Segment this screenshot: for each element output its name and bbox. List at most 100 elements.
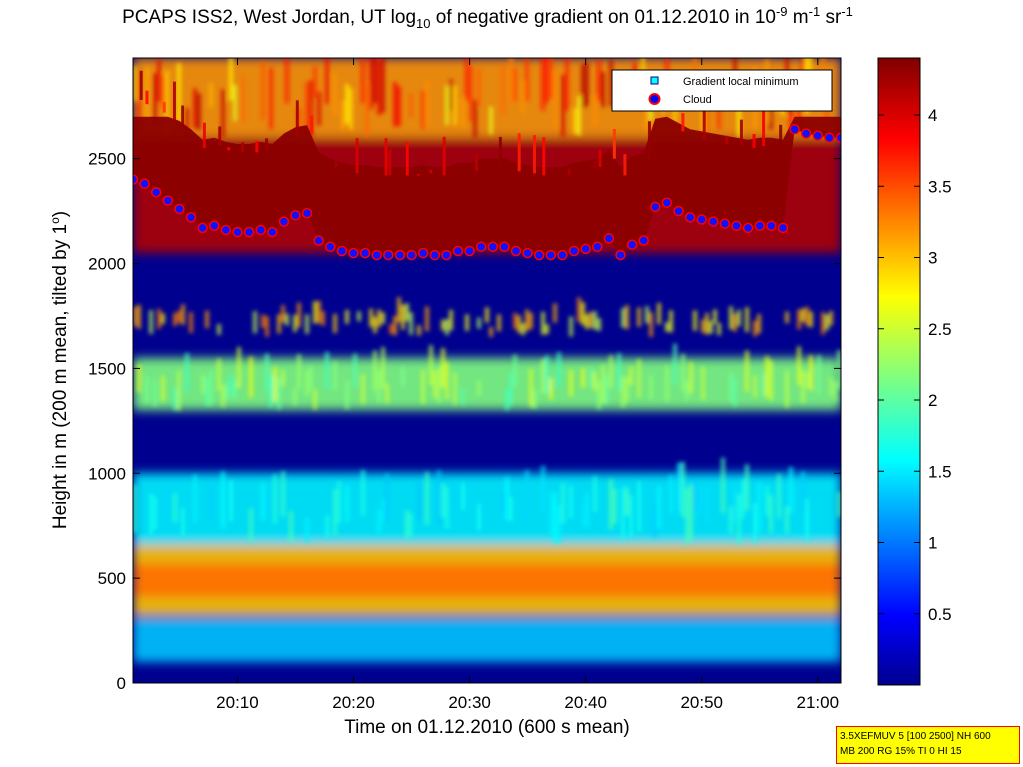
cloud-point [812, 130, 824, 141]
heat-band-near-surface [133, 617, 841, 663]
cloud-point [232, 226, 243, 238]
cloud-point [290, 210, 301, 221]
cloud-point [603, 233, 615, 244]
x-tick-label: 20:30 [448, 693, 491, 712]
colorbar-tick-label: 3.5 [928, 177, 952, 196]
cloud-point [789, 124, 800, 135]
y-tick-label: 500 [98, 569, 126, 588]
cloud-point [615, 249, 626, 261]
cloud-point [359, 247, 371, 259]
colorbar-tick-label: 1 [928, 534, 937, 553]
chart-title: PCAPS ISS2, West Jordan, UT log10 of neg… [122, 4, 853, 31]
cloud-point [568, 245, 580, 257]
cloud-point [162, 195, 174, 206]
plot-frame [132, 57, 842, 684]
cloud-point [185, 212, 197, 223]
cloud-point [174, 203, 185, 215]
cloud-point [719, 218, 731, 229]
settings-info-box: 3.5XEFMUV 5 [100 2500] NH 600 MB 200 RG … [836, 726, 1020, 764]
cloud-point [325, 241, 336, 253]
gradient-minimum-marker-icon [650, 76, 659, 85]
cloud-point [557, 249, 568, 261]
y-tick-label: 0 [117, 674, 126, 693]
info-line: MB 200 RG 15% TI 0 HI 15 [840, 746, 962, 757]
cloud-deck-fill [133, 116, 841, 256]
cloud-point [638, 235, 649, 246]
cloud-point [336, 245, 348, 257]
x-axis: 20:10 20:20 20:30 20:40 20:50 21:00 [216, 58, 839, 712]
cloud-point [394, 249, 406, 261]
cloud-point [626, 239, 638, 250]
cloud-point [417, 247, 429, 259]
cloud-point [243, 226, 255, 238]
cloud-point [348, 247, 359, 259]
y-axis: 0 500 1000 1500 2000 2500 [88, 150, 841, 693]
cloud-point [406, 249, 417, 261]
cloud-point [220, 224, 232, 236]
y-tick-label: 1000 [88, 464, 126, 483]
cloud-point [150, 186, 162, 198]
cloud-point [313, 235, 324, 246]
legend-label-cloud: Cloud [683, 94, 712, 106]
cloud-point [464, 245, 475, 257]
cloud-point [754, 220, 766, 232]
cloud-point [824, 132, 835, 143]
colorbar-tick-label: 4 [928, 106, 937, 125]
cloud-point [696, 214, 707, 225]
cloud-point [708, 216, 719, 227]
cloud-point [487, 241, 499, 253]
cloud-point [533, 249, 545, 261]
heat-band-core [133, 563, 841, 598]
y-tick-label: 2000 [88, 255, 126, 274]
cloud-point [673, 205, 684, 217]
heatmap-area [133, 58, 841, 683]
cloud-point [592, 241, 603, 253]
cloud-point [684, 212, 696, 223]
x-tick-label: 20:20 [332, 693, 375, 712]
cloud-point [452, 245, 464, 257]
cloud-point [766, 220, 777, 232]
colorbar [877, 57, 921, 686]
cloud-point [731, 220, 742, 232]
cloud-point [139, 178, 150, 190]
x-tick-label: 20:50 [680, 693, 723, 712]
x-tick-label: 20:40 [564, 693, 607, 712]
colorbar-tick-label: 2.5 [928, 320, 952, 339]
cloud-spikes [139, 70, 783, 176]
cloud-point [208, 220, 220, 232]
cloud-point [301, 207, 313, 219]
cloud-point [580, 243, 591, 255]
cloud-point [197, 222, 208, 234]
colorbar-tick-label: 2 [928, 391, 937, 410]
cloud-point [522, 247, 533, 259]
y-axis-label: Height in m (200 m mean, tilted by 1o) [48, 210, 71, 530]
y-tick-label: 1500 [88, 359, 126, 378]
cloud-point [278, 216, 290, 227]
cloud-point [545, 249, 557, 261]
cloud-point [650, 201, 661, 213]
cloud-point [475, 241, 487, 253]
colorbar-tick-label: 1.5 [928, 462, 952, 481]
cloud-point [800, 128, 812, 139]
cloud-point [661, 197, 673, 208]
cloud-point [835, 132, 841, 143]
legend: Gradient local minimum Cloud [611, 69, 833, 112]
colorbar-tick-label: 0.5 [928, 605, 952, 624]
cloud-point [510, 245, 522, 257]
x-tick-label: 20:10 [216, 693, 259, 712]
y-tick-label: 2500 [88, 150, 126, 169]
legend-label-gradient: Gradient local minimum [683, 76, 799, 88]
cloud-point [742, 222, 754, 234]
legend-box [611, 69, 833, 112]
cloud-marker-icon [648, 93, 661, 105]
cloud-point [255, 224, 266, 236]
cloud-point [267, 226, 278, 238]
x-axis-label: Time on 01.12.2010 (600 s mean) [344, 717, 630, 738]
cloud-point [133, 174, 139, 185]
x-tick-label: 21:00 [797, 693, 840, 712]
cloud-point [441, 249, 452, 261]
cloud-point [429, 249, 441, 261]
info-line: 3.5XEFMUV 5 [100 2500] NH 600 [840, 731, 991, 742]
cloud-point [383, 249, 394, 261]
